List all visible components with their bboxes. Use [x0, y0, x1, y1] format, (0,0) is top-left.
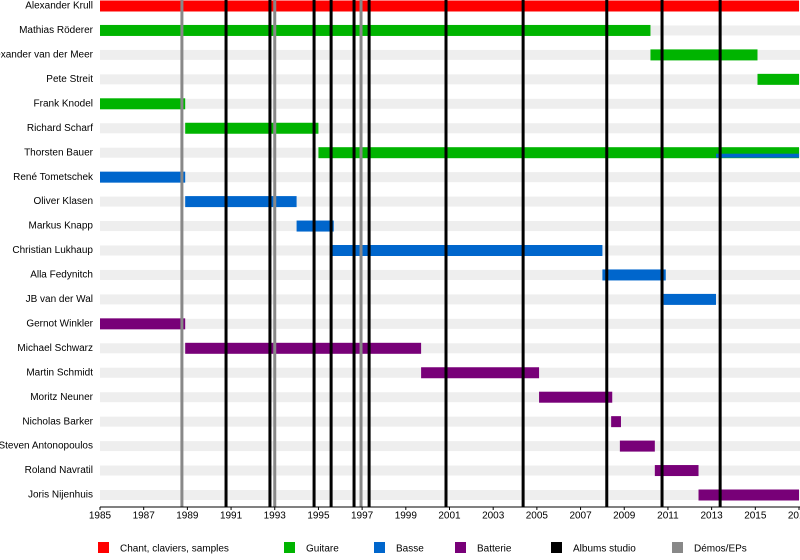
member-label: Alla Fedynitch: [30, 270, 93, 281]
tenure-bar: [331, 245, 603, 256]
tenure-bar: [715, 153, 799, 158]
row-stripe: [100, 49, 800, 60]
legend-label: Guitare: [306, 544, 339, 555]
row-stripe: [100, 172, 800, 183]
member-label: Thorsten Bauer: [24, 147, 94, 158]
member-label: Moritz Neuner: [30, 392, 93, 403]
member-label: Frank Knodel: [34, 98, 93, 109]
x-tick-label: 2005: [526, 511, 549, 522]
tenure-bar: [757, 73, 799, 85]
member-label: Alexander Krull: [25, 1, 93, 12]
x-tick-label: 1991: [220, 511, 243, 522]
legend-label: Démos/EPs: [694, 544, 747, 555]
tenure-bar: [698, 489, 799, 501]
legend-swatch: [672, 542, 683, 553]
x-tick-label: 2003: [482, 511, 505, 522]
member-label: JB van der Wal: [26, 294, 93, 305]
member-label: Alexander van der Meer: [0, 50, 94, 61]
row-stripe: [100, 416, 800, 427]
x-tick-label: 1989: [176, 511, 199, 522]
tenure-bar: [611, 416, 621, 428]
tenure-bar: [654, 465, 699, 477]
row-stripe: [100, 318, 800, 329]
member-label: Roland Navratil: [25, 465, 93, 476]
tenure-bar: [185, 122, 319, 134]
x-tick-label: 2009: [613, 511, 636, 522]
tenure-bar: [318, 147, 799, 159]
x-tick-label: 1985: [89, 511, 112, 522]
member-label: Richard Scharf: [27, 123, 93, 134]
tenure-bar: [100, 0, 799, 12]
x-tick-label: 1995: [307, 511, 330, 522]
tenure-bar: [602, 269, 666, 281]
row-stripe: [100, 465, 800, 476]
legend-label: Batterie: [477, 544, 512, 555]
member-label: Nicholas Barker: [22, 416, 93, 427]
legend-swatch: [284, 542, 295, 553]
member-label: René Tometschek: [13, 172, 94, 183]
tenure-bar: [100, 171, 186, 183]
x-tick-label: 1993: [264, 511, 287, 522]
row-stripe: [100, 98, 800, 109]
tenure-bar: [100, 98, 186, 110]
member-label: Joris Nijenhuis: [28, 490, 93, 501]
row-stripe: [100, 392, 800, 403]
tenure-bar: [650, 49, 758, 61]
row-stripe: [100, 343, 800, 354]
row-stripe: [100, 196, 800, 207]
legend-swatch: [455, 542, 466, 553]
tenure-bar: [185, 342, 422, 354]
x-tick-label: 2015: [744, 511, 767, 522]
x-tick-label: 1997: [351, 511, 374, 522]
x-tick-label: 1987: [133, 511, 156, 522]
legend-swatch: [551, 542, 562, 553]
legend-swatch: [374, 542, 385, 553]
x-tick-label: 2013: [701, 511, 724, 522]
member-label: Pete Streit: [46, 74, 93, 85]
row-stripe: [100, 74, 800, 85]
member-label: Gernot Winkler: [26, 318, 93, 329]
member-label: Markus Knapp: [29, 221, 94, 232]
tenure-bar: [539, 391, 613, 403]
x-tick-label: 2001: [438, 511, 461, 522]
x-tick-label: 2017: [788, 511, 800, 522]
member-label: Michael Schwarz: [17, 343, 93, 354]
legend-label: Chant, claviers, samples: [120, 544, 229, 555]
row-stripe: [100, 490, 800, 500]
row-stripe: [100, 123, 800, 134]
tenure-bar: [100, 318, 186, 330]
member-label: Steven Antonopoulos: [0, 441, 93, 452]
tenure-bar: [100, 24, 651, 36]
member-label: Martin Schmidt: [26, 367, 93, 378]
x-tick-label: 2011: [657, 511, 679, 522]
row-stripe: [100, 441, 800, 452]
member-label: Oliver Klasen: [34, 196, 93, 207]
row-stripe: [100, 221, 800, 232]
row-stripe: [100, 294, 800, 305]
legend-swatch: [98, 542, 109, 553]
member-label: Mathias Röderer: [19, 25, 94, 36]
tenure-bar: [619, 440, 655, 452]
x-tick-label: 1999: [395, 511, 418, 522]
member-label: Christian Lukhaup: [12, 245, 93, 256]
tenure-bar: [663, 293, 716, 305]
row-stripe: [100, 269, 800, 280]
legend-label: Albums studio: [573, 544, 636, 555]
x-tick-label: 2007: [569, 511, 592, 522]
legend-label: Basse: [396, 544, 424, 555]
tenure-bar: [421, 367, 540, 379]
tenure-bar: [185, 196, 297, 208]
